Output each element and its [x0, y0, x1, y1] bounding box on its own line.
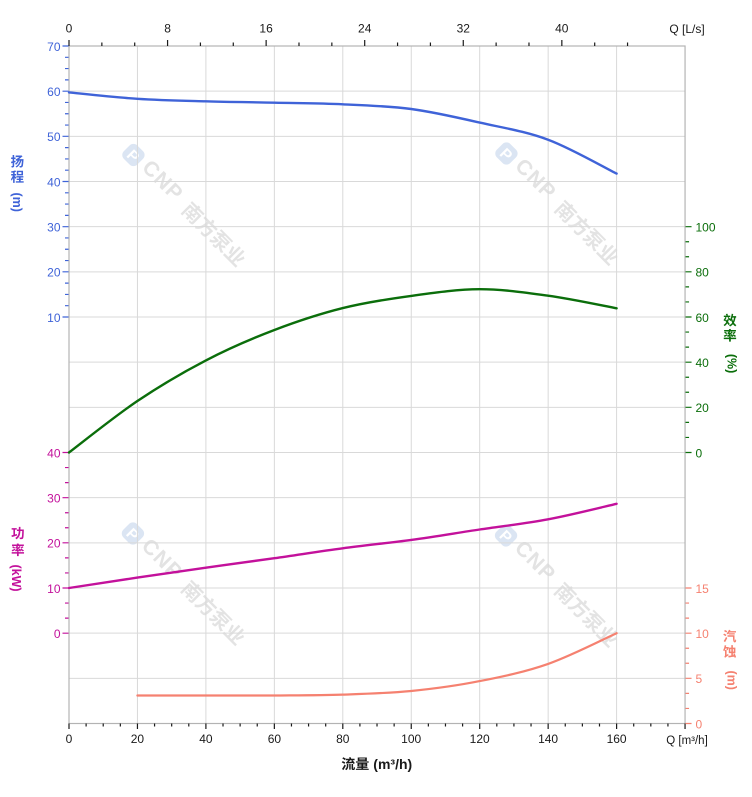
svg-text:CNP: CNP [510, 536, 560, 586]
svg-text:20: 20 [696, 401, 710, 415]
svg-text:40: 40 [47, 446, 61, 460]
svg-text:20: 20 [47, 537, 61, 551]
svg-text:0: 0 [696, 717, 703, 731]
svg-text:0: 0 [696, 446, 703, 460]
svg-text:40: 40 [696, 356, 710, 370]
svg-text:60: 60 [696, 311, 710, 325]
svg-text:15: 15 [696, 582, 710, 596]
svg-text:(m³/h): (m³/h) [373, 756, 412, 772]
svg-text:60: 60 [47, 85, 61, 99]
svg-text:Q [L/s]: Q [L/s] [669, 22, 704, 36]
svg-text:(m): (m) [10, 192, 24, 211]
svg-text:10: 10 [696, 627, 710, 641]
svg-text:16: 16 [259, 22, 273, 36]
svg-text:CNP: CNP [137, 156, 187, 206]
svg-text:20: 20 [47, 266, 61, 280]
svg-text:24: 24 [358, 22, 372, 36]
svg-text:32: 32 [457, 22, 471, 36]
svg-text:30: 30 [47, 492, 61, 506]
svg-text:40: 40 [47, 175, 61, 189]
svg-text:CNP: CNP [510, 154, 560, 204]
svg-text:0: 0 [66, 22, 73, 36]
svg-text:10: 10 [47, 311, 61, 325]
svg-text:140: 140 [538, 732, 558, 746]
svg-text:50: 50 [47, 130, 61, 144]
svg-text:60: 60 [268, 732, 282, 746]
svg-text:70: 70 [47, 40, 61, 54]
svg-text:80: 80 [336, 732, 350, 746]
svg-text:10: 10 [47, 582, 61, 596]
svg-text:100: 100 [696, 221, 716, 235]
svg-text:0: 0 [66, 732, 73, 746]
svg-text:5: 5 [696, 672, 703, 686]
svg-text:Q [m³/h]: Q [m³/h] [666, 735, 708, 747]
svg-text:0: 0 [54, 627, 61, 641]
svg-text:8: 8 [164, 22, 171, 36]
svg-text:80: 80 [696, 266, 710, 280]
svg-text:160: 160 [607, 732, 627, 746]
svg-text:40: 40 [555, 22, 569, 36]
svg-text:(kW): (kW) [9, 564, 23, 591]
svg-text:100: 100 [401, 732, 421, 746]
svg-text:120: 120 [470, 732, 490, 746]
svg-text:(m): (m) [725, 670, 739, 689]
svg-text:30: 30 [47, 221, 61, 235]
svg-text:(%): (%) [725, 354, 739, 373]
svg-text:20: 20 [131, 732, 145, 746]
svg-text:40: 40 [199, 732, 213, 746]
